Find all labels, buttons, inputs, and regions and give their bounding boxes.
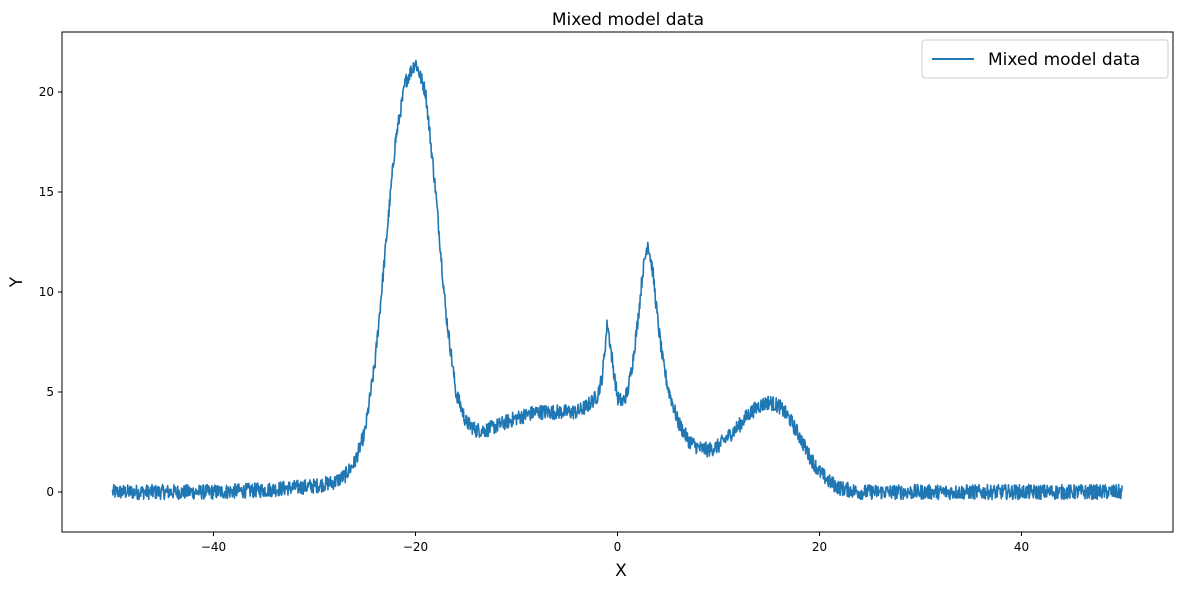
series-line <box>111 59 1124 501</box>
x-axis-label: X <box>615 561 627 581</box>
plot-frame <box>61 31 1174 533</box>
plot-area <box>111 59 1124 501</box>
legend: Mixed model data <box>921 39 1169 79</box>
y-tick-label: 20 <box>39 85 54 99</box>
legend-box <box>921 39 1169 79</box>
y-tick-label: 15 <box>39 185 54 199</box>
x-tick-label: 40 <box>1014 540 1029 554</box>
x-tick-label: 0 <box>614 540 622 554</box>
y-tick-label: 0 <box>46 485 54 499</box>
y-tick-label: 5 <box>46 385 54 399</box>
y-axis: 0 5 10 15 20 <box>39 85 62 499</box>
x-tick-label: −40 <box>201 540 226 554</box>
legend-label: Mixed model data <box>988 50 1140 70</box>
x-tick-label: −20 <box>403 540 428 554</box>
y-tick-label: 10 <box>39 285 54 299</box>
x-axis: −40 −20 0 20 40 <box>201 532 1029 554</box>
x-tick-label: 20 <box>812 540 827 554</box>
y-axis-label: Y <box>7 276 27 288</box>
chart-title: Mixed model data <box>552 10 704 30</box>
